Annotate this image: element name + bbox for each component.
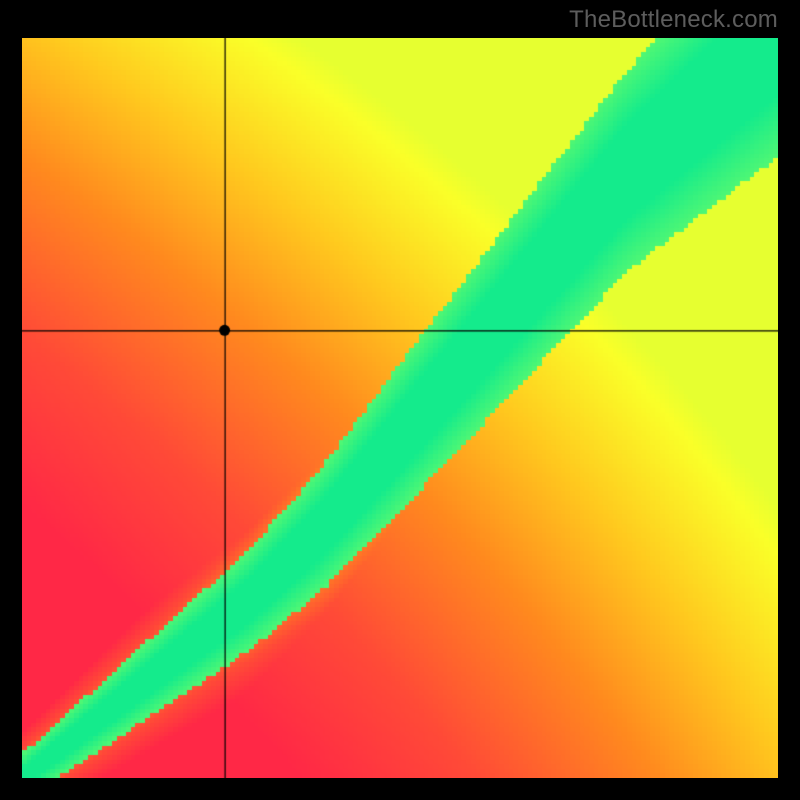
heatmap-canvas bbox=[22, 38, 778, 778]
chart-container: TheBottleneck.com bbox=[0, 0, 800, 800]
heatmap-plot bbox=[22, 38, 778, 778]
watermark-text: TheBottleneck.com bbox=[569, 6, 778, 34]
